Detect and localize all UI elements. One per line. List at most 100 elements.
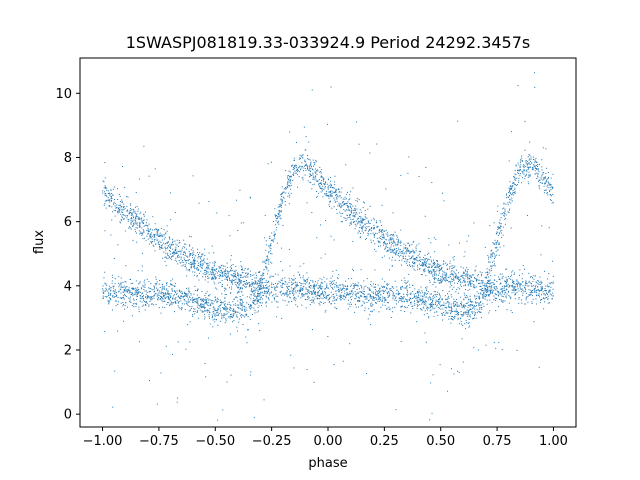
data-point [116, 204, 118, 206]
data-point [130, 228, 132, 230]
data-point [184, 260, 186, 262]
data-point [270, 245, 272, 247]
data-point [280, 204, 282, 206]
data-point [517, 170, 519, 172]
data-point [366, 297, 368, 299]
data-point [407, 259, 409, 261]
data-point [413, 262, 415, 264]
data-point [234, 310, 236, 312]
data-point [327, 187, 329, 189]
data-point [548, 285, 550, 287]
data-point [277, 301, 279, 303]
data-point [217, 314, 219, 316]
data-point [476, 305, 477, 307]
data-point [308, 283, 310, 285]
data-point [402, 249, 404, 251]
data-point [488, 261, 490, 263]
data-point [112, 188, 114, 190]
data-point [138, 230, 140, 232]
data-point [396, 289, 398, 291]
data-point [421, 290, 423, 292]
data-point [405, 244, 407, 246]
data-point [216, 277, 218, 279]
data-point [357, 306, 359, 308]
data-point [247, 282, 249, 284]
data-point [201, 260, 203, 262]
data-point [347, 299, 349, 301]
data-point [481, 280, 483, 282]
data-point [281, 206, 283, 208]
data-point [251, 274, 253, 276]
data-point [439, 297, 441, 299]
data-point [126, 215, 128, 217]
data-point [192, 301, 194, 303]
data-point [407, 291, 409, 293]
data-point [514, 294, 516, 296]
data-point [174, 250, 176, 252]
data-point [236, 326, 238, 328]
data-point [137, 287, 139, 289]
data-point [123, 207, 125, 209]
data-point [447, 293, 449, 295]
data-point [214, 260, 216, 262]
data-point [192, 261, 194, 263]
data-point [167, 292, 169, 294]
data-point [133, 222, 135, 224]
data-point [464, 323, 466, 325]
data-point [433, 277, 435, 279]
data-point [321, 183, 323, 185]
data-point [400, 241, 402, 243]
data-point [226, 308, 228, 310]
data-point [203, 306, 205, 308]
data-point [214, 278, 216, 280]
data-point [361, 220, 363, 222]
data-point [495, 310, 497, 312]
data-point [118, 204, 120, 206]
data-point [320, 182, 322, 184]
data-point [359, 300, 361, 302]
data-point [356, 284, 358, 286]
data-point [428, 271, 430, 273]
data-point [466, 273, 468, 275]
data-point [511, 197, 513, 199]
data-point [239, 312, 241, 314]
data-point [143, 299, 145, 301]
data-point [232, 275, 234, 277]
data-point [174, 259, 176, 261]
data-point [202, 304, 204, 306]
data-point [368, 293, 370, 295]
data-point [207, 267, 209, 269]
data-point [361, 295, 363, 297]
data-point [432, 259, 434, 261]
data-point [384, 304, 386, 306]
data-point [252, 301, 254, 303]
data-point [130, 223, 132, 225]
data-point [288, 203, 290, 205]
data-point [330, 180, 332, 182]
data-point [470, 303, 472, 305]
data-point [304, 293, 306, 295]
data-point [316, 169, 318, 171]
data-point [391, 249, 393, 251]
data-point [403, 243, 405, 245]
data-point [382, 286, 384, 288]
data-point [229, 278, 231, 280]
data-point [367, 232, 369, 234]
data-point [405, 287, 407, 289]
data-point [174, 253, 176, 255]
data-point [279, 210, 281, 212]
data-point [287, 290, 289, 292]
data-point [263, 261, 265, 263]
data-point [226, 278, 228, 280]
data-point [298, 289, 300, 291]
data-point [330, 303, 332, 305]
data-point [407, 293, 409, 295]
data-point [268, 289, 270, 291]
data-point [366, 302, 368, 304]
data-point [449, 266, 451, 268]
data-point [493, 253, 495, 255]
data-point [495, 243, 497, 245]
data-point [357, 200, 359, 202]
data-point [174, 290, 176, 292]
data-point [371, 299, 373, 301]
